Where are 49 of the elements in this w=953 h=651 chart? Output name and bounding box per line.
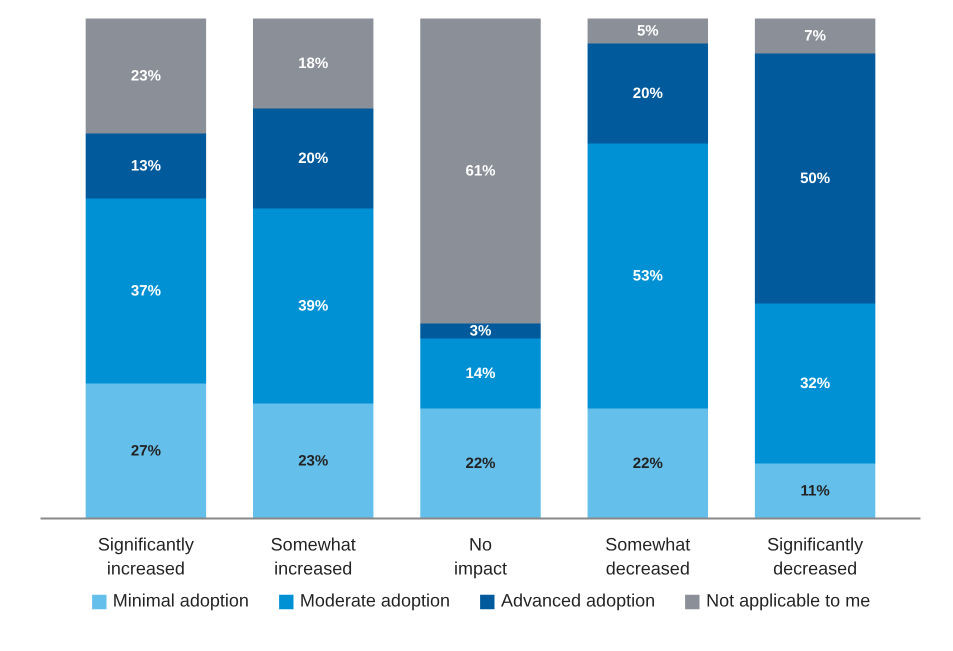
bar [252,404,374,518]
bar [86,198,206,384]
x-tick-label: Somewhat increased [270,534,356,578]
data-label: 27% [130,442,161,460]
bar [86,18,206,134]
data-label: 22% [465,455,496,472]
x-tick-label: Significantly decreased [767,534,864,578]
data-label: 3% [470,322,492,340]
bar [754,18,876,54]
data-label: 61% [465,162,496,180]
legend-label: Minimal adoption [112,590,249,612]
bar [588,144,708,408]
legend-label: Moderate adoption [300,590,450,612]
data-label: 23% [130,68,161,84]
data-label: 20% [632,85,663,102]
bar [420,408,541,518]
bar [588,18,708,44]
data-label: 11% [800,482,830,500]
bar [588,44,708,144]
bar [420,338,541,408]
legend-label: Not applicable to me [706,590,870,612]
x-tick-label: Significantly increased [98,534,194,578]
data-label: 14% [465,365,496,382]
legend-label: Advanced adoption [500,590,656,612]
bar [754,54,876,304]
bar [754,304,876,464]
data-label: 39% [298,298,328,314]
x-tick-label: No impact [454,534,508,578]
bar [588,408,708,518]
bar [754,464,876,518]
data-label: 22% [632,455,663,472]
bar [420,324,541,338]
bar [86,384,206,518]
data-label: 20% [298,150,328,167]
data-label: 53% [632,268,663,284]
data-label: 32% [800,375,830,392]
bar [86,134,206,198]
x-tick-label: Somewhat decreased [605,534,690,578]
data-label: 13% [130,158,161,174]
data-label: 5% [636,22,659,40]
data-label: 18% [298,55,328,72]
data-label: 37% [130,282,161,300]
data-label: 23% [298,452,328,470]
data-label: 7% [804,28,826,44]
bar [420,18,541,324]
bar [252,208,374,404]
bar [252,108,374,208]
data-label: 50% [800,170,830,187]
bar [252,18,374,108]
